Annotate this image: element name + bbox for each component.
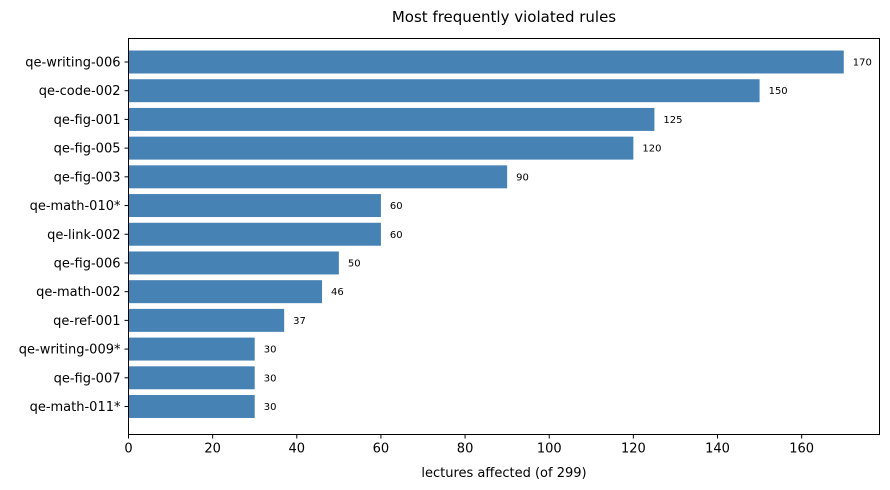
x-axis-label: lectures affected (of 299) bbox=[421, 466, 586, 481]
y-tick-label: qe-fig-003 bbox=[54, 170, 121, 185]
bar-value-label: 170 bbox=[853, 58, 872, 69]
y-tick-label: qe-fig-001 bbox=[54, 113, 121, 128]
y-tick-label: qe-writing-009* bbox=[19, 343, 121, 358]
bar-value-label: 37 bbox=[293, 316, 306, 327]
bar-value-label: 120 bbox=[642, 144, 661, 155]
bar-value-label: 30 bbox=[264, 345, 277, 356]
chart-title: Most frequently violated rules bbox=[392, 8, 616, 26]
bar-qe-fig-007 bbox=[128, 366, 255, 390]
bar-qe-fig-005 bbox=[128, 136, 634, 160]
bar-value-label: 30 bbox=[264, 373, 277, 384]
bar-value-label: 60 bbox=[390, 201, 403, 212]
x-tick-label: 20 bbox=[204, 442, 221, 457]
x-tick-label: 100 bbox=[537, 442, 562, 457]
x-tick-label: 160 bbox=[789, 442, 814, 457]
bar-value-label: 46 bbox=[331, 287, 344, 298]
bar-value-label: 125 bbox=[663, 115, 682, 126]
bar-qe-math-010* bbox=[128, 194, 381, 218]
plot-frame bbox=[128, 38, 880, 435]
x-tick-label: 80 bbox=[457, 442, 474, 457]
x-tick-label: 40 bbox=[289, 442, 306, 457]
y-tick-label: qe-fig-007 bbox=[54, 371, 121, 386]
bar-value-label: 30 bbox=[264, 402, 277, 413]
x-axis-ticks: 0 20 40 60 80 100 120 140 160 bbox=[124, 434, 814, 457]
x-tick-label: 120 bbox=[621, 442, 646, 457]
x-tick-label: 60 bbox=[373, 442, 390, 457]
y-tick-label: qe-link-002 bbox=[47, 228, 120, 243]
bar-value-label: 150 bbox=[769, 86, 788, 97]
bar-qe-writing-006 bbox=[128, 50, 844, 74]
bar-qe-ref-001 bbox=[128, 308, 285, 332]
bar-qe-code-002 bbox=[128, 79, 760, 103]
y-tick-label: qe-fig-005 bbox=[54, 142, 121, 157]
bars-group bbox=[128, 50, 844, 418]
bar-qe-math-011* bbox=[128, 395, 255, 418]
y-tick-label: qe-fig-006 bbox=[54, 256, 121, 271]
bar-value-label: 90 bbox=[516, 172, 529, 183]
y-tick-label: qe-ref-001 bbox=[53, 314, 120, 329]
bar-qe-fig-006 bbox=[128, 251, 339, 275]
bar-value-label: 50 bbox=[348, 258, 361, 269]
y-tick-label: qe-math-011* bbox=[30, 400, 121, 415]
y-tick-label: qe-code-002 bbox=[39, 84, 121, 99]
bar-qe-link-002 bbox=[128, 222, 381, 246]
bar-qe-math-002 bbox=[128, 280, 323, 304]
bar-qe-writing-009* bbox=[128, 337, 255, 361]
x-tick-label: 140 bbox=[705, 442, 730, 457]
bar-value-label: 60 bbox=[390, 230, 403, 241]
x-tick-label: 0 bbox=[124, 442, 132, 457]
bar-qe-fig-001 bbox=[128, 107, 655, 131]
bar-qe-fig-003 bbox=[128, 165, 508, 189]
y-axis-ticks: qe-writing-006 qe-code-002 qe-fig-001 qe-fi… bbox=[19, 56, 129, 415]
y-tick-label: qe-math-010* bbox=[30, 199, 121, 214]
y-tick-label: qe-writing-006 bbox=[25, 56, 120, 71]
y-tick-label: qe-math-002 bbox=[36, 285, 120, 300]
bar-labels-group: 170 150 125 120 90 60 60 50 46 37 30 30 30 bbox=[264, 58, 872, 414]
